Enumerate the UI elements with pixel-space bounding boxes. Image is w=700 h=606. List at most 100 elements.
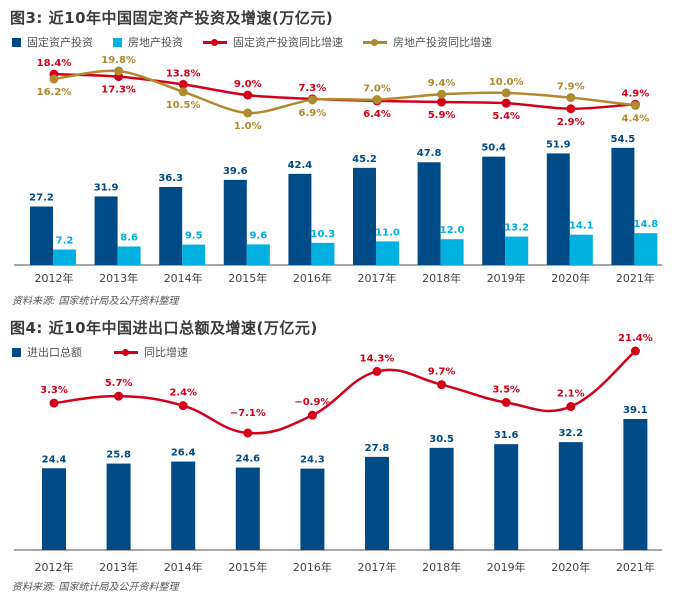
x-tick-label: 2017年 xyxy=(358,560,397,574)
trade-growth-label: −0.9% xyxy=(294,397,330,408)
trade-total-value-label: 25.8 xyxy=(106,450,131,461)
fixed-investment-value-label: 36.3 xyxy=(158,173,183,184)
real-estate-growth-point xyxy=(566,93,576,103)
legend-label: 固定资产投资 xyxy=(27,36,93,49)
real-estate-growth-label: 10.5% xyxy=(166,100,201,111)
real-estate-growth-point xyxy=(49,74,59,84)
fixed-growth-label: 4.9% xyxy=(622,88,650,99)
real-estate-growth-label: 9.4% xyxy=(428,78,456,89)
real-estate-bar xyxy=(440,239,464,265)
fixed-investment-value-label: 39.6 xyxy=(223,166,248,177)
trade-total-bar xyxy=(429,447,454,550)
x-tick-label: 2019年 xyxy=(487,560,526,574)
legend-item-fixed-investment: 固定资产投资 xyxy=(12,34,93,50)
gold-line-marker-icon xyxy=(363,38,387,47)
fixed-growth-label: 5.4% xyxy=(492,111,520,122)
real-estate-growth-label: 7.0% xyxy=(363,84,391,95)
x-tick-label: 2020年 xyxy=(551,271,590,285)
trade-total-value-label: 39.1 xyxy=(623,405,648,416)
red-line-marker-icon xyxy=(203,38,227,47)
real-estate-growth-label: 7.9% xyxy=(557,82,585,93)
light-blue-swatch-icon xyxy=(113,37,122,47)
x-tick-label: 2014年 xyxy=(164,560,203,574)
trade-total-bar xyxy=(235,467,260,550)
fixed-growth-point xyxy=(437,97,447,107)
fixed-growth-point xyxy=(178,79,188,89)
trade-growth-line xyxy=(53,350,637,435)
x-tick-label: 2018年 xyxy=(422,560,461,574)
real-estate-value-label: 12.0 xyxy=(440,225,465,236)
trade-growth-label: −7.1% xyxy=(230,408,266,419)
real-estate-growth-label: 6.9% xyxy=(299,108,327,119)
trade-growth-label: 3.3% xyxy=(40,385,68,396)
trade-growth-point xyxy=(114,391,124,401)
trade-growth-label: 2.1% xyxy=(557,389,585,400)
x-tick-label: 2016年 xyxy=(293,271,332,285)
red-line-marker-icon xyxy=(114,348,138,357)
legend-label: 固定资产投资同比增速 xyxy=(233,36,343,49)
dark-blue-swatch-icon xyxy=(12,37,21,47)
real-estate-bar xyxy=(634,233,658,265)
chart2-source: 资料来源: 国家统计局及公开资料整理 xyxy=(12,582,179,593)
trade-growth-point xyxy=(372,366,382,376)
trade-total-value-label: 31.6 xyxy=(494,430,519,441)
real-estate-bar xyxy=(246,244,270,265)
real-estate-bar xyxy=(569,234,593,265)
real-estate-value-label: 10.3 xyxy=(311,229,336,240)
real-estate-growth-point xyxy=(307,95,317,105)
real-estate-bar xyxy=(311,242,335,265)
fixed-investment-bar xyxy=(223,179,247,265)
real-estate-growth-point xyxy=(501,88,511,98)
fixed-growth-point xyxy=(566,104,576,114)
x-tick-label: 2021年 xyxy=(616,560,655,574)
legend-item-trade-total: 进出口总额 xyxy=(12,344,82,360)
real-estate-growth-line xyxy=(53,69,636,115)
chart1-title: 图3: 近10年中国固定资产投资及增速(万亿元) xyxy=(10,9,334,27)
legend-item-real-estate: 房地产投资 xyxy=(113,34,183,50)
trade-growth-label: 21.4% xyxy=(618,333,653,344)
real-estate-growth-point xyxy=(178,87,188,97)
fixed-investment-value-label: 42.4 xyxy=(288,160,313,171)
fixed-growth-label: 5.9% xyxy=(428,110,456,121)
fixed-growth-label: 7.3% xyxy=(299,83,327,94)
legend-item-trade-growth: 同比增速 xyxy=(114,344,188,360)
x-tick-label: 2020年 xyxy=(551,560,590,574)
trade-total-value-label: 27.8 xyxy=(365,443,390,454)
legend-label: 同比增速 xyxy=(144,346,188,359)
real-estate-value-label: 14.1 xyxy=(569,221,594,232)
fixed-growth-label: 18.4% xyxy=(37,58,72,69)
x-tick-label: 2015年 xyxy=(228,560,267,574)
real-estate-value-label: 9.5 xyxy=(185,231,203,242)
trade-total-bar xyxy=(623,419,648,550)
x-tick-label: 2013年 xyxy=(99,271,138,285)
fixed-growth-point xyxy=(501,98,511,108)
x-tick-label: 2015年 xyxy=(228,271,267,285)
legend-label: 进出口总额 xyxy=(27,346,82,359)
trade-growth-point xyxy=(630,346,640,356)
trade-growth-point xyxy=(437,380,447,390)
real-estate-bar xyxy=(505,236,529,265)
real-estate-growth-point xyxy=(243,108,253,118)
real-estate-value-label: 8.6 xyxy=(120,233,138,244)
real-estate-bar xyxy=(117,246,141,265)
real-estate-bar xyxy=(182,244,206,265)
real-estate-growth-label: 10.0% xyxy=(489,77,524,88)
x-tick-label: 2013年 xyxy=(99,560,138,574)
real-estate-value-label: 14.8 xyxy=(634,219,659,230)
fixed-growth-label: 6.4% xyxy=(363,109,391,120)
x-tick-label: 2017年 xyxy=(358,271,397,285)
trade-growth-point xyxy=(243,428,253,438)
real-estate-value-label: 7.2 xyxy=(56,236,74,247)
real-estate-growth-point xyxy=(437,89,447,99)
fixed-growth-label: 13.8% xyxy=(166,68,201,79)
real-estate-value-label: 11.0 xyxy=(375,227,400,238)
x-tick-label: 2018年 xyxy=(422,271,461,285)
trade-growth-label: 2.4% xyxy=(169,388,197,399)
x-tick-label: 2019年 xyxy=(487,271,526,285)
x-tick-label: 2016年 xyxy=(293,560,332,574)
trade-growth-point xyxy=(307,410,317,420)
trade-total-bar xyxy=(106,463,131,550)
fixed-investment-bar xyxy=(611,147,635,265)
trade-growth-point xyxy=(178,401,188,411)
chart2-title: 图4: 近10年中国进出口总额及增速(万亿元) xyxy=(10,319,318,337)
